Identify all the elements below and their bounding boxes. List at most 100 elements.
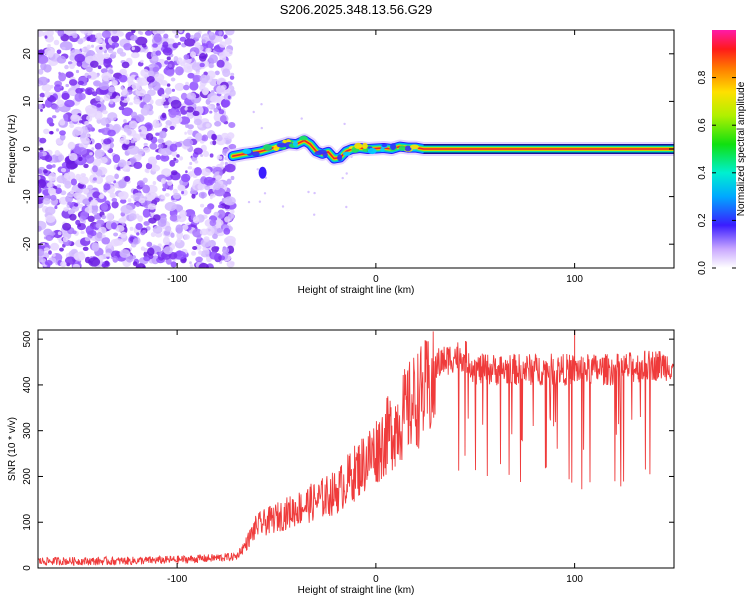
- spectrogram-noise-blob: [222, 247, 230, 254]
- spectrogram-noise-blob: [67, 209, 74, 215]
- spectrogram-noise-blob: [145, 162, 153, 170]
- spectrogram-noise-blob: [185, 32, 191, 39]
- spectrogram-scatter-dot: [343, 122, 346, 126]
- spectrogram-noise-blob: [229, 75, 235, 80]
- spectrogram-noise-blob: [183, 63, 194, 73]
- spectrogram-noise-blob: [228, 213, 235, 219]
- spectrogram-noise-blob: [222, 99, 231, 108]
- spectrogram-noise-blob: [164, 201, 177, 212]
- spectrogram-noise-blob: [227, 95, 231, 100]
- spectrogram-noise-blob: [186, 92, 197, 100]
- spectrogram-noise-blob: [168, 108, 177, 118]
- spectrogram-noise-blob: [80, 231, 85, 234]
- spectrogram-noise-blob: [148, 70, 155, 77]
- spectrogram-noise-blob: [78, 156, 83, 162]
- spectrogram-noise-blob: [85, 154, 95, 164]
- spectrogram-ridge-blob: [410, 144, 419, 150]
- spectrogram-noise-blob: [55, 187, 62, 194]
- spectrogram-noise-blob: [43, 169, 48, 174]
- spectrogram-noise-blob: [204, 185, 211, 191]
- spectrogram-noise-blob: [120, 86, 124, 90]
- spectrogram-noise-blob: [213, 107, 219, 113]
- spectrogram-noise-blob: [42, 31, 50, 38]
- spectrogram-noise-blob: [205, 123, 210, 128]
- spectrogram-noise-blob: [93, 73, 98, 78]
- spectrogram-noise-blob: [145, 133, 154, 141]
- spectrogram-ytick-label: 20: [22, 48, 33, 60]
- spectrogram-noise-blob: [146, 241, 153, 247]
- spectrogram-noise-blob: [166, 56, 171, 61]
- spectrogram-noise-blob: [101, 214, 107, 220]
- spectrogram-noise-blob: [187, 72, 195, 79]
- spectrogram-noise-blob: [220, 161, 225, 165]
- spectrogram-noise-blob: [120, 204, 133, 214]
- spectrogram-noise-blob: [218, 30, 223, 36]
- spectrogram-noise-blob: [150, 232, 156, 238]
- spectrogram-noise-blob: [60, 168, 67, 173]
- spectrogram-noise-blob: [137, 148, 144, 155]
- spectrogram-noise-blob: [47, 43, 51, 48]
- spectrogram-noise-blob: [102, 110, 108, 115]
- spectrogram-noise-blob: [162, 236, 170, 245]
- spectrogram-noise-blob: [145, 194, 155, 202]
- spectrogram-noise-blob: [52, 164, 56, 168]
- spectrogram-noise-blob: [178, 30, 183, 33]
- spectrogram-noise-blob: [213, 211, 220, 217]
- spectrogram-noise-blob: [62, 113, 69, 120]
- spectrogram-noise-blob: [43, 128, 50, 135]
- spectrogram-noise-blob: [140, 69, 150, 77]
- spectrogram-noise-blob: [91, 242, 100, 252]
- spectrogram-ridge-blob: [342, 151, 351, 156]
- spectrogram-noise-blob: [95, 175, 104, 185]
- snr-ytick-label: 200: [22, 468, 33, 485]
- spectrogram-noise-blob: [51, 104, 59, 110]
- spectrogram-noise-blob: [200, 203, 205, 208]
- spectrogram-noise-blob: [107, 129, 116, 137]
- spectrogram-noise-blob: [92, 211, 98, 215]
- spectrogram-noise-blob: [228, 122, 236, 128]
- spectrogram-noise-blob: [210, 95, 220, 103]
- spectrogram-noise-blob: [101, 263, 107, 268]
- spectrogram-noise-blob: [101, 237, 110, 245]
- spectrogram-noise-blob: [81, 47, 85, 52]
- spectrogram-noise-blob: [80, 136, 90, 144]
- spectrogram-noise-blob: [159, 215, 167, 224]
- colorbar-tick-label: 0.8: [697, 70, 708, 84]
- spectrogram-noise-blob: [218, 109, 225, 115]
- spectrogram-noise-blob: [69, 63, 75, 69]
- spectrogram-ridge-blob: [390, 143, 397, 151]
- spectrogram-scatter-dot: [260, 103, 263, 106]
- spectrogram-scatter-dot: [313, 213, 316, 216]
- spectrogram-noise-blob: [166, 83, 171, 87]
- spectrogram-noise-blob: [118, 192, 125, 197]
- snr-y-label: SNR (10 * v/v): [7, 417, 18, 481]
- spectrogram-noise-blob: [209, 153, 214, 158]
- spectrogram-noise-blob: [200, 140, 205, 144]
- spectrogram-noise-blob: [169, 125, 175, 130]
- spectrogram-noise-blob: [38, 175, 41, 180]
- spectrogram-noise-blob: [45, 214, 56, 223]
- spectrogram-noise-blob: [39, 137, 47, 144]
- spectrogram-noise-blob: [105, 175, 115, 183]
- snr-xtick-label: 0: [373, 574, 379, 585]
- spectrogram-noise-blob: [216, 228, 223, 233]
- spectrogram-noise-blob: [216, 85, 226, 95]
- spectrogram-noise-blob: [58, 154, 65, 162]
- spectrogram-noise-blob: [217, 209, 226, 219]
- spectrogram-noise-blob: [123, 43, 132, 51]
- spectrogram-noise-blob: [73, 203, 79, 207]
- spectrogram-noise-blob: [172, 192, 181, 200]
- spectrogram-noise-blob: [64, 256, 76, 265]
- spectrogram-noise-blob: [95, 95, 101, 102]
- spectrogram-noise-blob: [86, 75, 92, 79]
- spectrogram-noise-blob: [230, 72, 235, 77]
- spectrogram-noise-blob: [38, 248, 45, 257]
- spectrogram-noise-blob: [69, 123, 75, 128]
- spectrogram-ridge-blob: [398, 145, 406, 151]
- spectrogram-noise-blob: [152, 43, 158, 48]
- spectrogram-noise-blob: [65, 71, 74, 78]
- spectrogram-noise-blob: [199, 45, 204, 51]
- spectrogram-noise-blob: [41, 84, 52, 92]
- spectrogram-noise-blob: [69, 213, 77, 221]
